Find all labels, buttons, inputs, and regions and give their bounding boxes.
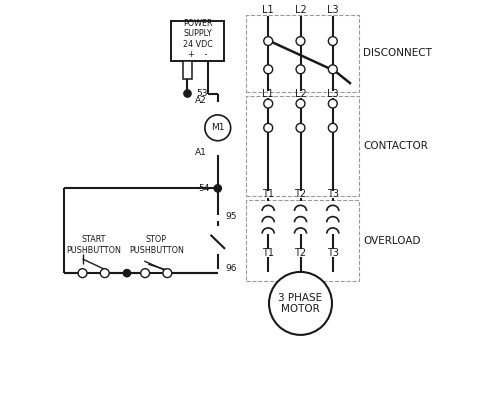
Text: 54: 54 xyxy=(198,184,210,193)
Circle shape xyxy=(101,269,109,277)
Circle shape xyxy=(328,99,337,108)
Circle shape xyxy=(264,65,273,74)
Circle shape xyxy=(328,36,337,45)
Text: L2: L2 xyxy=(295,89,306,98)
Circle shape xyxy=(184,90,191,97)
Text: T1: T1 xyxy=(262,248,274,258)
Circle shape xyxy=(214,185,222,192)
Text: T3: T3 xyxy=(327,248,339,258)
Text: L3: L3 xyxy=(327,5,339,15)
Text: T2: T2 xyxy=(294,248,306,258)
Text: L1: L1 xyxy=(263,89,274,98)
Circle shape xyxy=(264,99,273,108)
Text: A2: A2 xyxy=(195,96,206,105)
Bar xyxy=(246,96,359,196)
Circle shape xyxy=(296,36,305,45)
Text: M1: M1 xyxy=(211,124,224,132)
Text: 3 PHASE
MOTOR: 3 PHASE MOTOR xyxy=(279,292,323,314)
Text: 96: 96 xyxy=(225,264,237,273)
Bar xyxy=(246,200,359,281)
Circle shape xyxy=(296,65,305,74)
Circle shape xyxy=(141,269,149,277)
Circle shape xyxy=(78,269,87,277)
Text: L2: L2 xyxy=(295,5,306,15)
Text: A1: A1 xyxy=(195,148,206,158)
Text: T1: T1 xyxy=(262,190,274,199)
Circle shape xyxy=(264,124,273,132)
Text: START
PUSHBUTTON: START PUSHBUTTON xyxy=(66,235,121,255)
Text: 95: 95 xyxy=(225,212,237,221)
Circle shape xyxy=(296,124,305,132)
Text: T2: T2 xyxy=(294,190,306,199)
Circle shape xyxy=(123,269,131,277)
Circle shape xyxy=(269,272,332,335)
Circle shape xyxy=(163,269,172,277)
Text: DISCONNECT: DISCONNECT xyxy=(363,48,432,58)
Text: L3: L3 xyxy=(327,89,339,98)
Text: POWER
SUPPLY
24 VDC
+    -: POWER SUPPLY 24 VDC + - xyxy=(183,19,212,59)
Circle shape xyxy=(205,115,231,141)
Text: STOP
PUSHBUTTON: STOP PUSHBUTTON xyxy=(129,235,183,255)
Text: L1: L1 xyxy=(263,5,274,15)
Text: OVERLOAD: OVERLOAD xyxy=(363,236,421,246)
Bar xyxy=(171,21,224,61)
Text: T3: T3 xyxy=(327,190,339,199)
Circle shape xyxy=(328,124,337,132)
Text: CONTACTOR: CONTACTOR xyxy=(363,141,428,151)
Circle shape xyxy=(328,65,337,74)
Text: 53: 53 xyxy=(196,89,208,98)
Circle shape xyxy=(296,99,305,108)
Bar xyxy=(246,15,359,92)
Bar xyxy=(183,61,192,79)
Circle shape xyxy=(264,36,273,45)
